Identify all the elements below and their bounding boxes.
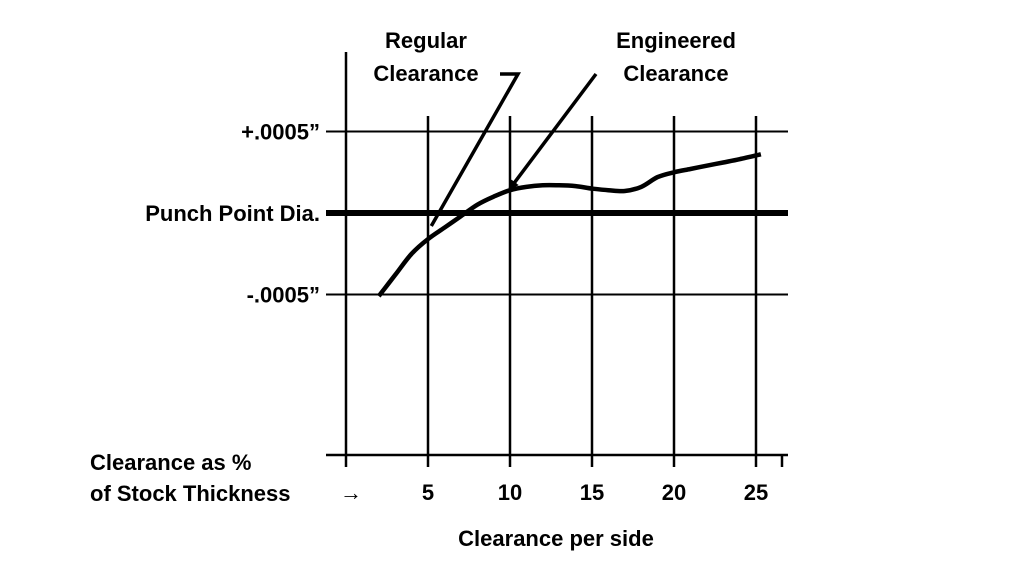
grid-layer: 5 10 15 20 25 (326, 52, 788, 505)
annotation-label: Clearance (623, 61, 728, 86)
annotation-label: Clearance (373, 61, 478, 86)
x-tick-label: 10 (498, 480, 522, 505)
x-tick-label: 20 (662, 480, 686, 505)
x-tick-label: 5 (422, 480, 434, 505)
x-tick-label: 25 (744, 480, 768, 505)
annotation-label: Engineered (616, 28, 736, 53)
annotations: Regular Clearance Engineered Clearance (373, 28, 736, 227)
x-tick-label: 15 (580, 480, 604, 505)
tolerance-label: +.0005” (241, 120, 320, 145)
annotation-leader (429, 72, 522, 227)
annotation-arrow (508, 72, 598, 191)
x-note-line-2: of Stock Thickness (90, 481, 291, 506)
x-note-line-1: Clearance as % (90, 450, 251, 475)
series-curve (377, 152, 762, 298)
x-axis-title: Clearance per side (458, 526, 654, 551)
tolerance-label: -.0005” (247, 283, 320, 308)
x-note-arrow: → (340, 480, 362, 505)
punch-point-label: Punch Point Dia. (145, 201, 320, 226)
series-layer (377, 152, 762, 298)
reference-lines: +.0005” Punch Point Dia. -.0005” (145, 120, 788, 308)
annotation-label: Regular (385, 28, 467, 53)
